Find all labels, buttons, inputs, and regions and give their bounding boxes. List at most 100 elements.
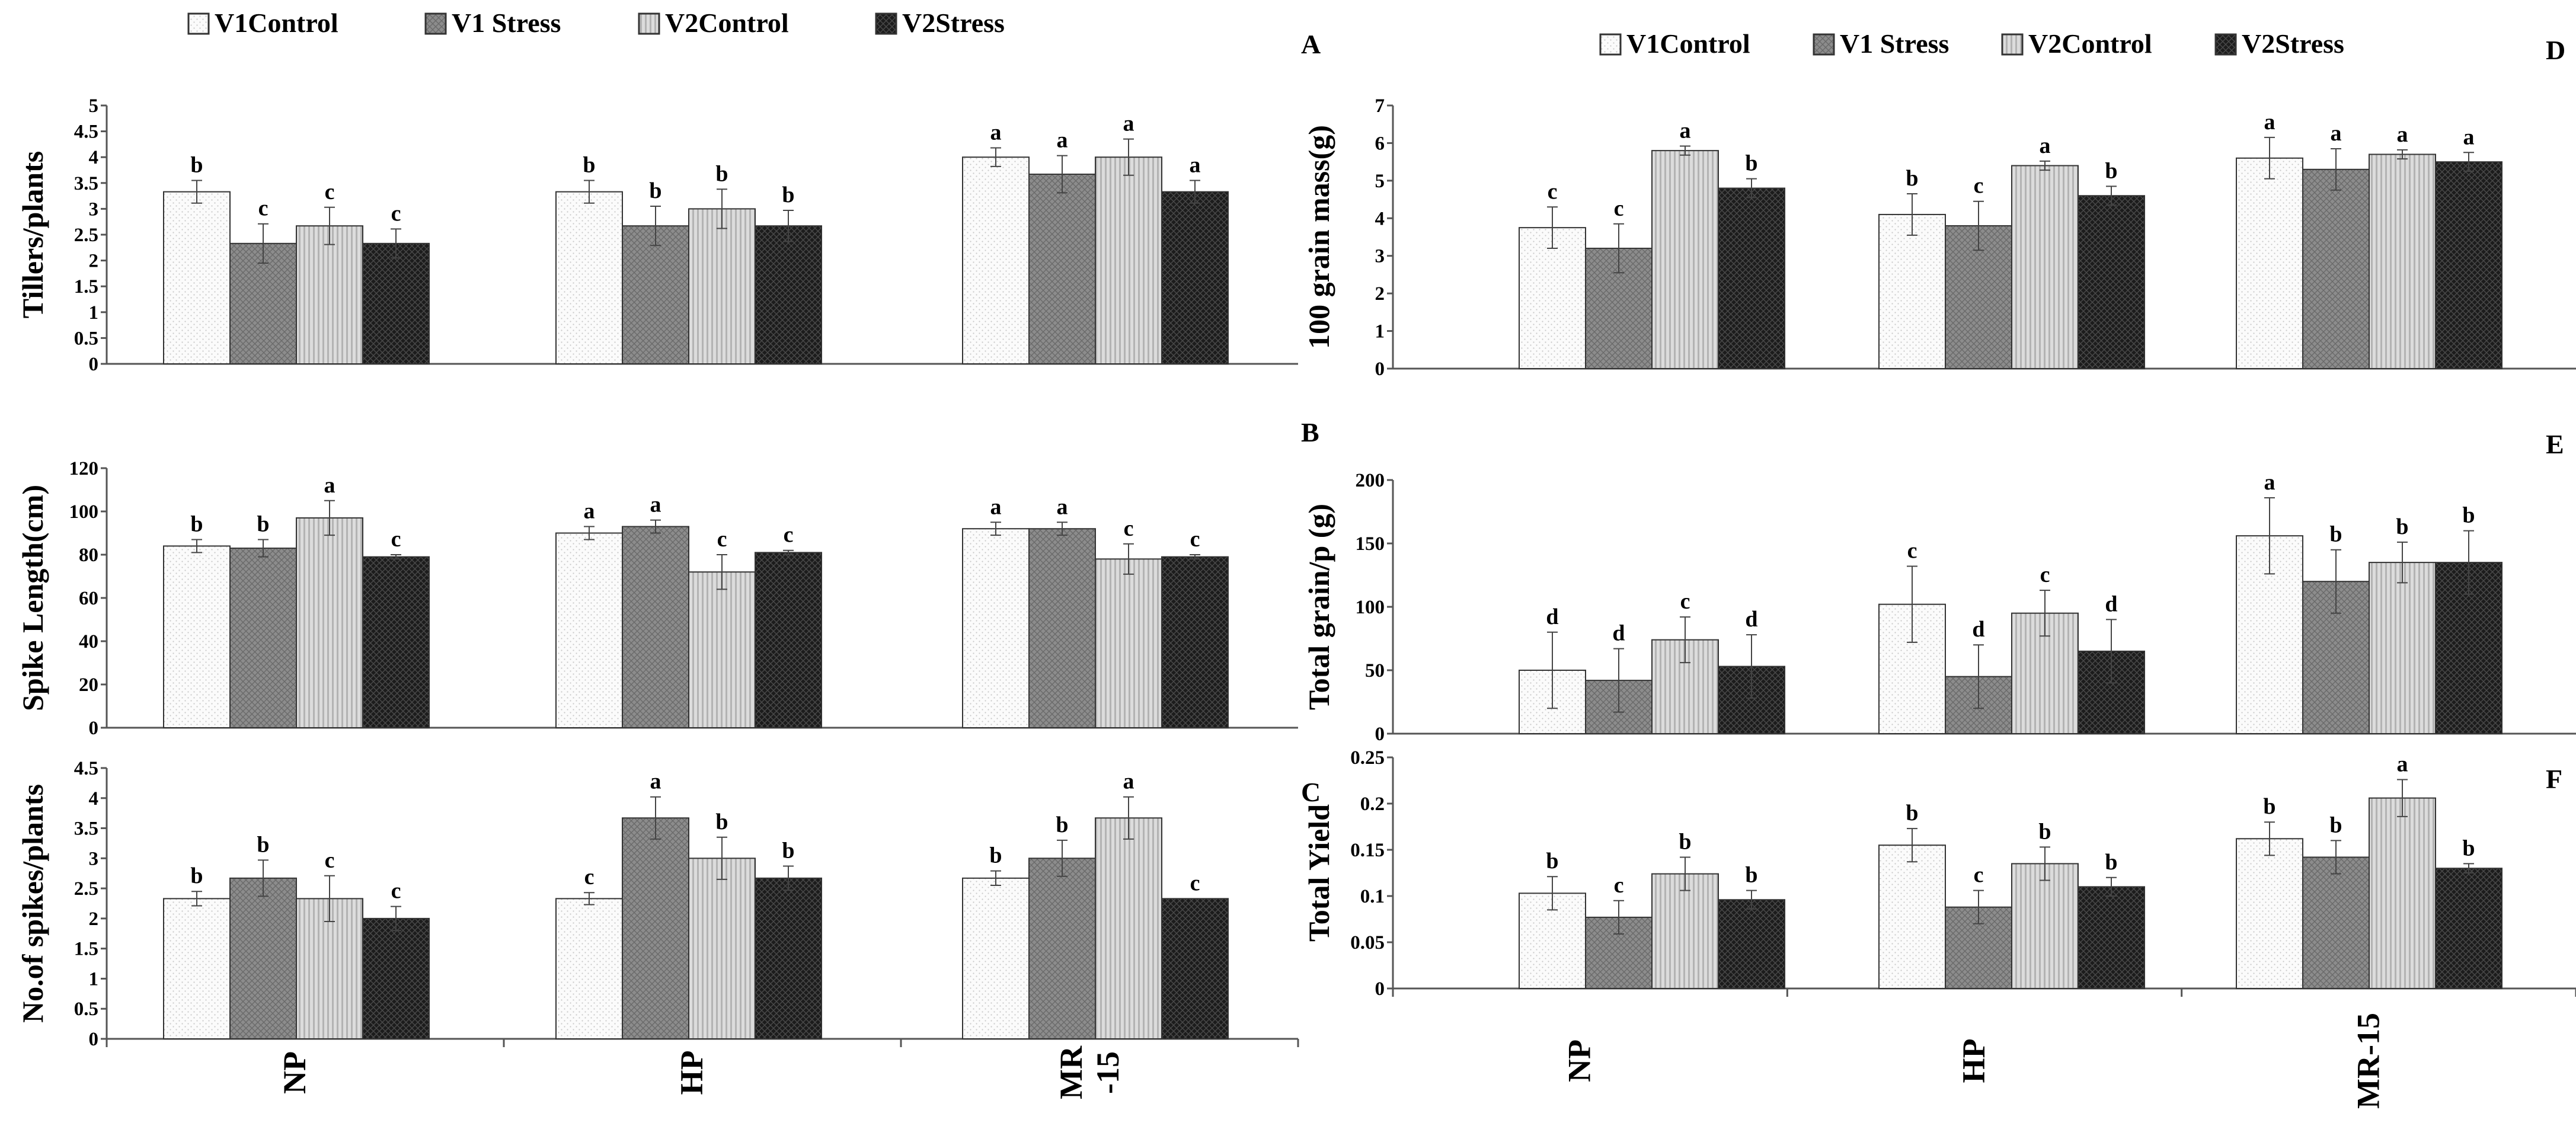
bar-v2control: [1095, 156, 1162, 364]
bar-v2control: [1095, 817, 1162, 1040]
bar-v1control: [163, 545, 231, 729]
legend-swatch-v1control: [187, 12, 210, 35]
bar-v1control: [2236, 157, 2303, 369]
bar-v2stress: [1161, 556, 1229, 729]
bar-v1stress: [622, 817, 689, 1040]
significance-letter: c: [1614, 873, 1624, 898]
bar-v2stress: [2078, 195, 2145, 369]
significance-letter: a: [1190, 152, 1201, 177]
y-tick-label: 0: [1375, 978, 1385, 1000]
significance-letter: c: [2040, 562, 2050, 587]
bar-v1stress: [229, 548, 297, 728]
significance-letter: d: [1745, 607, 1757, 632]
panel-c-spikes-chart: C 0 0.5 1 1.5 2 2.5 3 3.5 4 4.5 No.of spikes/plants…: [16, 758, 1321, 1099]
y-axis-label: Total grain/p (g): [1302, 504, 1335, 710]
y-tick-label: 3: [89, 199, 99, 220]
y-tick-label: 1: [89, 302, 99, 324]
bar-v2control: [2011, 165, 2079, 369]
significance-letter: c: [784, 523, 794, 548]
bar-v1stress: [622, 526, 689, 728]
y-tick-label: 4: [89, 788, 99, 810]
y-tick-label: 150: [1356, 533, 1385, 555]
significance-letter: b: [715, 810, 728, 834]
y-tick-label: 3.5: [74, 818, 98, 840]
bar-v1stress: [1028, 858, 1096, 1040]
panel-letter: A: [1301, 29, 1321, 59]
legend-label-v1control: V1Control: [215, 8, 338, 38]
panel-letter: F: [2546, 764, 2562, 794]
significance-letter: a: [2397, 751, 2408, 776]
y-tick-label: 40: [79, 631, 98, 652]
x-category-label: NP: [1562, 1039, 1597, 1082]
y-tick-label: 20: [79, 674, 98, 696]
x-category-label: -15: [1090, 1051, 1126, 1094]
y-tick-label: 4.5: [74, 758, 98, 779]
bar-v1stress: [2302, 168, 2370, 369]
bar-v2stress: [362, 917, 430, 1040]
bar-v1control: [1878, 844, 1946, 989]
legend-label-v2control: V2Control: [665, 8, 789, 38]
significance-letter: b: [257, 832, 269, 857]
significance-letter: b: [2329, 812, 2342, 837]
y-tick-label: 100: [69, 501, 99, 523]
significance-letter: a: [650, 769, 661, 794]
significance-letter: b: [1745, 151, 1757, 176]
bar-v1control: [1878, 213, 1946, 369]
bar-v2stress: [362, 556, 430, 729]
legend-swatch-v2stress: [2214, 33, 2237, 56]
bar-v2stress: [2435, 161, 2503, 369]
x-category-label: NP: [277, 1051, 312, 1094]
significance-letter: a: [990, 120, 1002, 145]
y-tick-label: 120: [69, 458, 99, 479]
bar-v2stress: [2078, 886, 2145, 990]
y-tick-label: 6: [1375, 133, 1385, 154]
panel-letter: D: [2546, 35, 2565, 65]
legend-label-v2control: V2Control: [2028, 28, 2152, 59]
bar-v2control: [1651, 873, 1719, 990]
significance-letter: b: [2329, 522, 2342, 547]
y-tick-label: 200: [1356, 470, 1385, 491]
bar-v1control: [555, 191, 623, 364]
significance-letter: a: [324, 473, 335, 498]
significance-letter: b: [649, 178, 661, 203]
panel-f-total-yield-chart: F 0 0.05 0.1 0.15 0.2 0.25 Total Yield b b b c c b b b a…: [1302, 747, 2576, 1109]
bar-v2control: [688, 571, 756, 728]
bar-v2stress: [755, 877, 822, 1039]
y-axis-label: Spike Length(cm): [16, 485, 49, 711]
bar-v2control: [2369, 562, 2436, 734]
bar-v2control: [1095, 558, 1162, 728]
significance-letter: c: [391, 527, 401, 552]
y-tick-label: 0: [1375, 359, 1385, 380]
legend-swatch-v1stress: [1813, 33, 1835, 56]
significance-letter: d: [2105, 591, 2117, 616]
significance-letter: a: [2264, 470, 2275, 495]
y-tick-label: 0: [89, 1029, 99, 1050]
y-tick-label: 2: [1375, 283, 1385, 305]
significance-letter: a: [1057, 128, 1068, 153]
significance-letter: b: [1679, 829, 1691, 854]
legend-swatch-v2stress: [875, 12, 897, 35]
bar-v2stress: [1718, 899, 1785, 989]
significance-letter: c: [717, 527, 727, 552]
significance-letter: a: [1123, 111, 1134, 136]
significance-letter: c: [1124, 516, 1134, 541]
y-tick-label: 5: [89, 95, 99, 117]
bar-v2control: [1651, 150, 1719, 369]
significance-letter: a: [584, 499, 595, 524]
significance-letter: b: [2396, 514, 2408, 539]
x-category-label: HP: [674, 1051, 709, 1095]
significance-letter: c: [1680, 589, 1690, 614]
significance-letter: a: [2397, 122, 2408, 147]
legend-label-v1control: V1Control: [1626, 28, 1750, 59]
legend-label-v2stress: V2Stress: [902, 8, 1005, 38]
bar-v2control: [2011, 863, 2079, 990]
significance-letter: b: [190, 511, 203, 536]
y-axis-label: Total Yield: [1302, 804, 1335, 942]
significance-letter: b: [2105, 158, 2117, 183]
y-axis-label: Tillers/plants: [16, 151, 49, 318]
y-tick-label: 0.2: [1360, 794, 1385, 815]
y-tick-label: 7: [1375, 95, 1385, 117]
significance-letter: b: [2038, 819, 2051, 844]
y-tick-label: 2.5: [74, 878, 98, 900]
